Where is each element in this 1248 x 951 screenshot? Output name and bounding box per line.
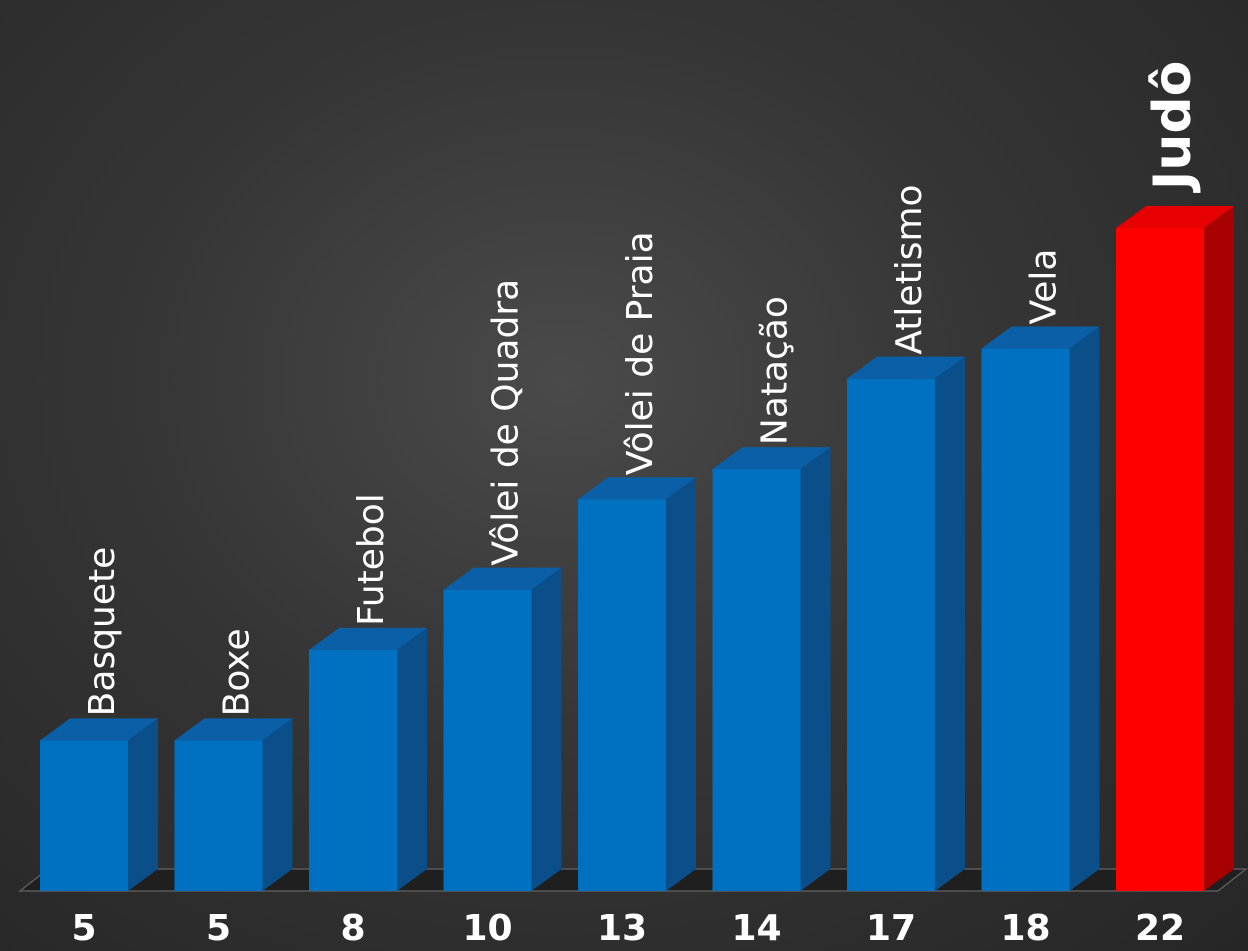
category-label-volei-de-praia: Vôlei de Praia <box>620 231 661 475</box>
bar-front-face <box>847 378 935 891</box>
bar-basquete <box>40 718 158 891</box>
bar-front-face <box>981 348 1070 892</box>
bar-side-face <box>1069 326 1100 892</box>
bar-top-face <box>1116 206 1234 228</box>
bar-atletismo <box>847 356 965 891</box>
bar-side-face <box>128 718 158 891</box>
bar-front-face <box>578 499 666 891</box>
bar-front-face <box>40 740 128 891</box>
value-label-atletismo: 17 <box>866 908 916 949</box>
bar-front-face <box>443 589 532 891</box>
category-label-volei-de-quadra: Vôlei de Quadra <box>486 279 527 566</box>
value-label-judo: 22 <box>1135 908 1185 949</box>
category-label-boxe: Boxe <box>217 628 258 716</box>
value-label-vela: 18 <box>1000 908 1050 949</box>
value-label-futebol: 8 <box>340 908 365 949</box>
bar-top-face <box>309 627 427 650</box>
bar-side-face <box>531 567 562 891</box>
bar-natacao <box>712 447 831 891</box>
bar-front-face <box>712 469 801 891</box>
bar-judo <box>1116 206 1234 891</box>
bar-futebol <box>309 627 427 891</box>
bar-top-face <box>443 567 562 590</box>
bar-top-face <box>712 447 831 470</box>
bar-top-face <box>174 718 293 741</box>
value-label-basquete: 5 <box>71 908 96 949</box>
bar-side-face <box>397 627 427 891</box>
bar-top-face <box>981 326 1100 349</box>
bar-front-face <box>1116 228 1204 891</box>
category-label-futebol: Futebol <box>351 493 392 626</box>
value-label-volei-de-praia: 13 <box>597 908 647 949</box>
bar-top-face <box>578 477 696 500</box>
bar-side-face <box>262 718 293 891</box>
value-label-volei-de-quadra: 10 <box>462 908 512 949</box>
bar-side-face <box>666 477 696 891</box>
category-labels-group: Basquete Boxe Futebol Vôlei de Quadra Vôlei … <box>82 61 1203 717</box>
bar-front-face <box>174 740 263 891</box>
value-label-boxe: 5 <box>206 908 231 949</box>
bar-side-face <box>935 356 965 891</box>
bar-volei-de-quadra <box>443 567 562 891</box>
bar-top-face <box>847 356 965 379</box>
value-label-natacao: 14 <box>731 908 781 949</box>
category-label-natacao: Natação <box>755 296 796 445</box>
category-label-vela: Vela <box>1024 248 1065 324</box>
value-labels-group: 5 5 8 10 13 14 17 18 22 <box>71 908 1185 949</box>
bar-vela <box>981 326 1100 892</box>
bar-side-face <box>1204 206 1234 891</box>
category-label-basquete: Basquete <box>82 547 123 717</box>
bar-front-face <box>309 649 397 891</box>
bar-side-face <box>800 447 831 891</box>
bar-boxe <box>174 718 293 891</box>
bars-group <box>40 206 1234 892</box>
category-label-atletismo: Atletismo <box>889 184 930 354</box>
bar-top-face <box>40 718 158 741</box>
category-label-judo: Judô <box>1143 61 1203 193</box>
bar-volei-de-praia <box>578 477 696 891</box>
